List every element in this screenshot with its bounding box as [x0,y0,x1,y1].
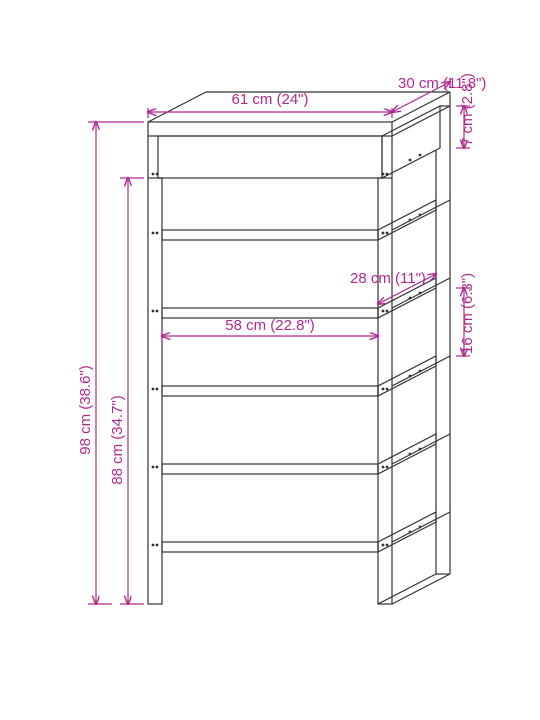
dim-inner-depth: 28 cm (11") [350,270,436,304]
label-inner-width: 58 cm (22.8") [225,317,315,334]
dimension-drawing: 61 cm (24") 30 cm (11.8") 7 cm (2.8") 28… [0,0,540,720]
dim-inner-width: 58 cm (22.8") [162,317,378,342]
dim-outer-height: 98 cm (38.6") [77,122,144,604]
label-inner-depth: 28 cm (11") [350,270,426,287]
label-outer-height: 98 cm (38.6") [77,365,94,455]
dim-width-top: 61 cm (24") [148,91,392,118]
shelf-unit [148,92,450,604]
label-inner-height: 88 cm (34.7") [109,395,126,485]
dim-top-gap: 7 cm (2.8") [456,73,476,148]
dim-shelf-gap: 16 cm (6.3") [456,273,476,356]
dim-inner-height: 88 cm (34.7") [109,178,144,604]
label-width-top: 61 cm (24") [231,91,308,108]
label-shelf-gap: 16 cm (6.3") [459,273,476,354]
bolt-dots [152,154,422,547]
label-top-gap: 7 cm (2.8") [459,73,476,146]
